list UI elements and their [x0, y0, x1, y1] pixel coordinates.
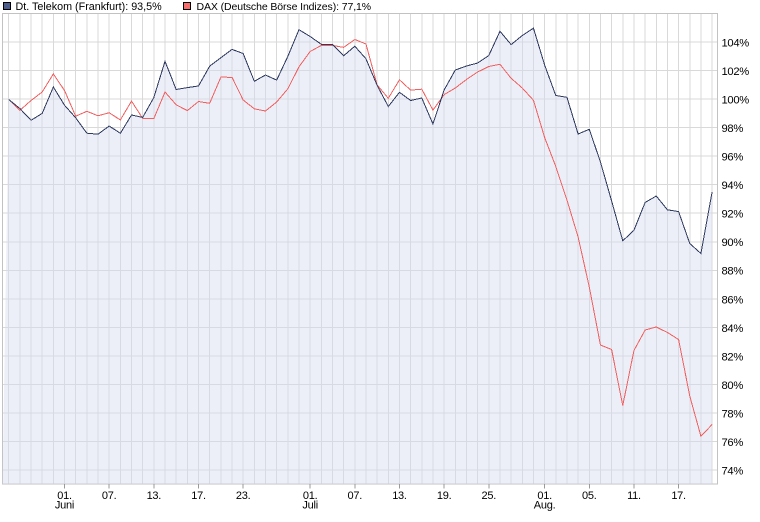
svg-text:01.: 01. [537, 490, 552, 502]
svg-text:94%: 94% [722, 180, 744, 192]
svg-text:88%: 88% [722, 266, 744, 278]
svg-text:102%: 102% [722, 66, 750, 78]
svg-text:23.: 23. [236, 490, 251, 502]
svg-text:11.: 11. [627, 490, 641, 502]
svg-text:100%: 100% [722, 94, 750, 106]
svg-text:17.: 17. [671, 490, 686, 502]
svg-text:DAX (Deutsche Börse Indizes):: DAX (Deutsche Börse Indizes): 77,1% [197, 1, 372, 13]
svg-text:Aug.: Aug. [534, 499, 556, 511]
svg-text:13.: 13. [392, 490, 407, 502]
svg-text:90%: 90% [722, 237, 744, 249]
svg-text:76%: 76% [722, 437, 744, 449]
svg-text:98%: 98% [722, 123, 744, 135]
svg-text:07.: 07. [348, 490, 363, 502]
svg-text:Dt. Telekom (Frankfurt): 93,5%: Dt. Telekom (Frankfurt): 93,5% [16, 1, 163, 13]
svg-text:92%: 92% [722, 209, 744, 221]
svg-text:Juli: Juli [302, 499, 318, 511]
svg-text:78%: 78% [722, 408, 744, 420]
svg-text:01.: 01. [57, 490, 72, 502]
svg-text:05.: 05. [582, 490, 597, 502]
svg-text:86%: 86% [722, 294, 744, 306]
svg-text:80%: 80% [722, 380, 744, 392]
svg-text:84%: 84% [722, 323, 744, 335]
svg-text:17.: 17. [191, 490, 206, 502]
svg-text:104%: 104% [722, 37, 750, 49]
svg-text:Juni: Juni [55, 499, 74, 511]
svg-text:25.: 25. [482, 490, 497, 502]
svg-text:74%: 74% [722, 466, 744, 478]
svg-text:07.: 07. [102, 490, 117, 502]
svg-text:82%: 82% [722, 351, 744, 363]
svg-text:19.: 19. [437, 490, 452, 502]
svg-text:96%: 96% [722, 152, 744, 164]
svg-text:13.: 13. [147, 490, 162, 502]
svg-text:01.: 01. [303, 490, 318, 502]
